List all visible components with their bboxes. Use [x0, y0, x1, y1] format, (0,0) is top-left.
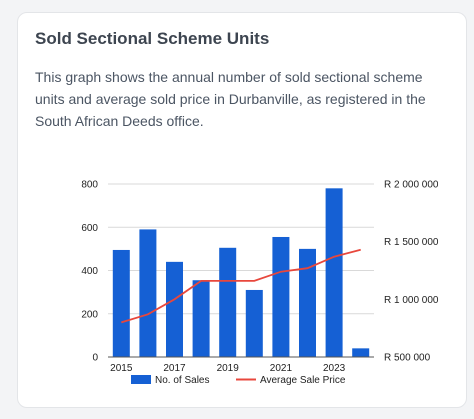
bar — [352, 348, 370, 357]
bar — [299, 248, 316, 357]
x-tick-label: 2021 — [270, 363, 293, 374]
y-left-tick-label: 200 — [81, 309, 98, 320]
chart-legend: No. of Sales Average Sale Price — [131, 375, 346, 386]
legend-swatch-sales — [131, 375, 151, 384]
bar — [192, 280, 210, 357]
y-left-tick-label: 600 — [81, 223, 98, 234]
legend-label-sales: No. of Sales — [155, 375, 209, 386]
bar-series — [112, 188, 370, 357]
y-left-tick-label: 400 — [81, 266, 98, 277]
x-tick-label: 2023 — [323, 363, 346, 374]
average-price-line — [121, 248, 361, 324]
x-tick-label: 2019 — [217, 363, 240, 374]
axes: 0 200 400 600 800 R 500 000 R 1 000 000 R 1 500… — [81, 180, 439, 375]
card-title: Sold Sectional Scheme Units — [35, 29, 270, 48]
x-tick-label: 2015 — [110, 363, 133, 374]
y-left-tick-label: 800 — [81, 180, 98, 191]
y-right-tick-label: R 500 000 — [384, 353, 431, 364]
bar — [166, 261, 183, 357]
bar — [139, 229, 157, 357]
bar — [112, 249, 130, 357]
bar — [325, 188, 343, 357]
y-right-tick-label: R 1 000 000 — [384, 295, 439, 306]
sold-units-card: Sold Sectional Scheme Units This graph s… — [17, 12, 467, 408]
y-right-tick-label: R 1 500 000 — [384, 237, 439, 248]
y-right-tick-label: R 2 000 000 — [384, 180, 439, 191]
line-series — [121, 248, 361, 324]
legend-label-price: Average Sale Price — [260, 375, 346, 386]
bar — [219, 247, 237, 357]
card-description: This graph shows the annual number of so… — [35, 69, 426, 129]
y-left-tick-label: 0 — [92, 353, 98, 364]
x-tick-label: 2017 — [163, 363, 186, 374]
bar — [245, 289, 263, 357]
bar — [272, 236, 290, 357]
